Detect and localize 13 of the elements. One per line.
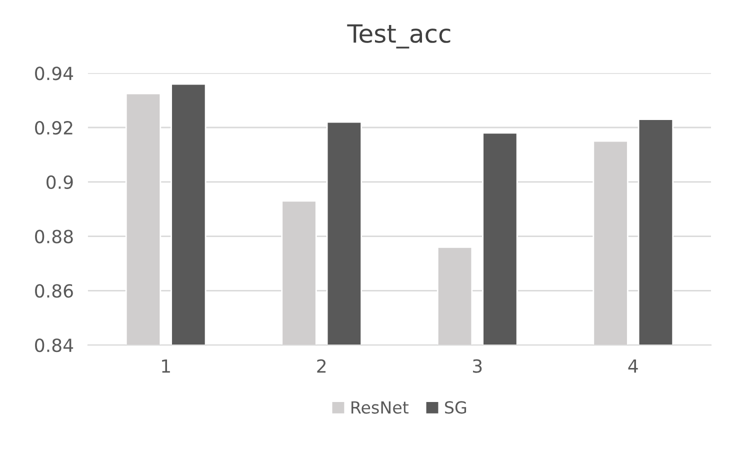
y-tick-label: 0.84	[35, 338, 74, 352]
chart-title: Test_acc	[347, 24, 450, 48]
y-tick-label: 0.9	[46, 175, 73, 189]
x-tick-label: 2	[317, 359, 326, 373]
y-tick-label: 0.92	[35, 120, 72, 135]
y-tick-label: 0.86	[35, 284, 73, 298]
legend-label: ResNet	[352, 401, 409, 414]
x-tick-label: 1	[162, 359, 170, 373]
y-tick-label: 0.94	[35, 66, 74, 80]
x-tick-label: 3	[473, 359, 482, 373]
y-tick-label: 0.88	[35, 230, 73, 244]
x-tick-label: 4	[628, 359, 638, 373]
legend-label: SG	[445, 401, 466, 414]
